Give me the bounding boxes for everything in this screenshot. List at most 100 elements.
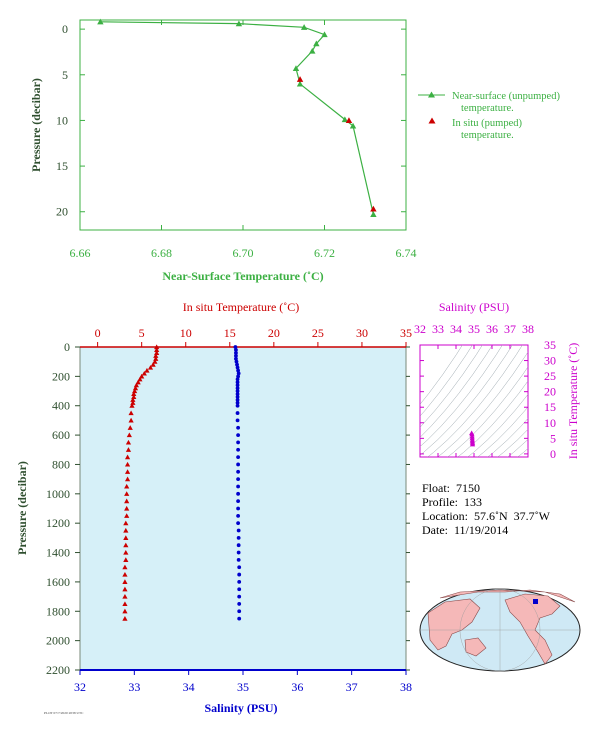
salinity-point [236, 557, 241, 562]
unpumped-point [370, 211, 377, 218]
salinity-point [236, 447, 241, 452]
profile-chart: 0 5 10 15 20 25 30 35 32 33 34 35 36 37 38 0 200 400 600… [15, 300, 412, 715]
temperature-point [152, 359, 158, 364]
temperature-profile [122, 344, 160, 621]
ts-points [469, 430, 476, 447]
map-graticule [420, 588, 580, 672]
unpumped-point [97, 18, 104, 25]
salinity-point [235, 362, 239, 367]
legend-label-pumped-2: temperature. [461, 130, 514, 141]
salinity-point [236, 425, 241, 430]
salinity-tick-label: 36 [291, 680, 303, 694]
density-contour [527, 456, 528, 457]
pressure-tick-label: 1200 [46, 516, 70, 530]
temperature-point [122, 616, 128, 621]
pressure-tick-label: 200 [52, 369, 70, 383]
ts-x-tick-label: 38 [522, 322, 534, 336]
salinity-point [237, 609, 242, 614]
temperature-point [130, 397, 136, 402]
unpumped-point [313, 40, 320, 47]
salinity-point [236, 484, 241, 489]
density-contours [420, 345, 528, 457]
map-land-americas [504, 593, 561, 665]
temperature-point [123, 520, 129, 526]
profile-pressure-label: Pressure (decibar) [15, 461, 29, 555]
ts-x-tick-label: 37 [504, 322, 516, 336]
top-y-tick-label: 5 [62, 68, 68, 82]
top-x-tick-label: 6.68 [151, 246, 172, 260]
salinity-point [235, 377, 240, 382]
top-x-tick-label: 6.70 [233, 246, 254, 260]
temperature-point [123, 527, 129, 533]
pressure-tick-label: 1000 [46, 487, 70, 501]
temperature-tick-label: 15 [224, 326, 236, 340]
salinity-point [235, 392, 240, 396]
pumped-point [296, 76, 304, 82]
near-surface-chart: 6.66 6.68 6.70 6.72 6.74 0 5 10 15 20 Near-Surfa… [29, 18, 560, 283]
salinity-point [237, 565, 242, 570]
top-x-tick-label: 6.66 [70, 246, 91, 260]
ts-point [469, 430, 475, 436]
salinity-point [235, 411, 240, 415]
ts-x-tick-label: 34 [450, 322, 462, 336]
legend-label-pumped-1: In situ (pumped) [452, 118, 522, 129]
legend-label-unpumped-1: Near-surface (unpumped) [452, 91, 560, 102]
temperature-point [125, 439, 132, 445]
salinity-point [237, 580, 242, 584]
salinity-point [236, 371, 241, 376]
pressure-ticks: 0 200 400 600 800 1000 1200 1400 1600 1800 2000 220… [46, 340, 410, 677]
salinity-point [235, 383, 240, 388]
ts-y-tick-label: 30 [544, 354, 556, 368]
ts-x-tick-label: 36 [486, 322, 498, 336]
pressure-tick-label: 2200 [46, 663, 70, 677]
salinity-point [233, 345, 238, 349]
profile-temperature-label: In situ Temperature (˚C) [183, 300, 300, 314]
density-contour [457, 380, 528, 457]
salinity-tick-label: 33 [128, 680, 140, 694]
temperature-tick-label: 35 [400, 326, 412, 340]
salinity-point [236, 455, 241, 460]
salinity-point [236, 499, 241, 504]
salinity-point [234, 356, 238, 361]
salinity-point [235, 395, 240, 399]
temperature-point [154, 350, 160, 355]
top-x-tick-label: 6.74 [396, 246, 417, 260]
salinity-profile [233, 345, 242, 621]
density-contour [420, 345, 463, 405]
top-x-tick-label: 6.72 [314, 246, 335, 260]
unpumped-point [321, 31, 328, 38]
salinity-point [236, 462, 241, 467]
temperature-point [125, 447, 132, 452]
temperature-point [124, 461, 131, 467]
pressure-tick-label: 800 [52, 457, 70, 471]
temperature-point [132, 388, 138, 394]
density-contour [420, 345, 513, 456]
temperature-point [127, 425, 133, 430]
top-y-ticks: 0 5 10 15 20 [56, 22, 406, 219]
salinity-point [236, 433, 241, 437]
temperature-point [137, 376, 143, 382]
top-y-tick-label: 20 [56, 205, 68, 219]
temperature-point [122, 601, 128, 607]
temperature-point [124, 454, 131, 460]
temperature-point [128, 410, 134, 416]
pressure-tick-label: 1400 [46, 546, 70, 560]
map-land-north [439, 589, 576, 603]
ts-y-tick-label: 25 [544, 369, 556, 383]
temperature-point [124, 469, 131, 474]
temperature-point [124, 513, 130, 518]
salinity-tick-label: 34 [183, 680, 195, 694]
world-map [419, 588, 581, 672]
temperature-point [122, 579, 128, 584]
top-y-tick-label: 15 [56, 159, 68, 173]
salinity-point [237, 602, 242, 606]
top-x-label: Near-Surface Temperature (˚C) [162, 269, 323, 283]
legend-label-unpumped-2: temperature. [461, 103, 514, 114]
temperature-point [122, 571, 128, 577]
plot-footer: PLOT 07/7/2020 2038 UTC [44, 711, 84, 715]
salinity-point [235, 418, 240, 423]
salinity-point [235, 380, 240, 385]
temperature-point [154, 344, 160, 350]
salinity-point [236, 368, 241, 373]
top-y-label: Pressure (decibar) [29, 78, 43, 172]
